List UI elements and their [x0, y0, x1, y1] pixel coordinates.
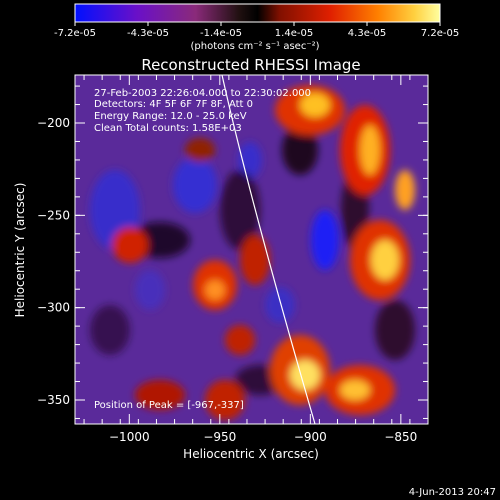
x-tick-label: −850 [384, 430, 417, 444]
plot-title: Reconstructed RHESSI Image [141, 56, 360, 74]
energy-range: Energy Range: 12.0 - 25.0 keV [94, 111, 247, 122]
reconstructed-image [75, 75, 428, 424]
colorbar-tick-label: -1.4e-05 [200, 28, 242, 39]
y-axis-label: Heliocentric Y (arcsec) [13, 183, 27, 318]
y-tick-label: −200 [37, 116, 70, 130]
colorbar-tick-label: -4.3e-05 [127, 28, 169, 39]
render-timestamp: 4-Jun-2013 20:47 [409, 487, 496, 498]
colorbar-tick-label: 7.2e-05 [421, 28, 459, 39]
y-axis: −200 −250 −300 −350 [37, 85, 428, 419]
x-axis-label: Heliocentric X (arcsec) [183, 447, 319, 461]
x-tick-label: −950 [203, 430, 236, 444]
observation-time: 27-Feb-2003 22:26:04.000 to 22:30:02.000 [94, 88, 311, 99]
colorbar: -7.2e-05 -4.3e-05 -1.4e-05 1.4e-05 4.3e-05 7.… [54, 3, 459, 52]
colorbar-tick-label: 4.3e-05 [348, 28, 386, 39]
plot-frame [74, 74, 429, 425]
colorbar-tick-marks [74, 22, 441, 26]
detectors-info: Detectors: 4F 5F 6F 7F 8F, Att 0 [94, 99, 253, 110]
clean-counts: Clean Total counts: 1.58E+03 [94, 123, 242, 134]
peak-position: Position of Peak = [-967,-337] [94, 400, 244, 411]
x-tick-label: −1000 [109, 430, 150, 444]
y-tick-label: −300 [37, 301, 70, 315]
y-tick-label: −350 [37, 393, 70, 407]
y-tick-label: −250 [37, 208, 70, 222]
solar-limb-line [221, 75, 316, 424]
colorbar-scale [74, 3, 441, 23]
colorbar-unit-label: (photons cm⁻² s⁻¹ asec⁻²) [190, 41, 319, 52]
x-tick-label: −900 [294, 430, 327, 444]
colorbar-tick-label: -7.2e-05 [54, 28, 96, 39]
colorbar-tick-label: 1.4e-05 [275, 28, 313, 39]
x-axis: −1000 −950 −900 −850 [83, 75, 417, 444]
